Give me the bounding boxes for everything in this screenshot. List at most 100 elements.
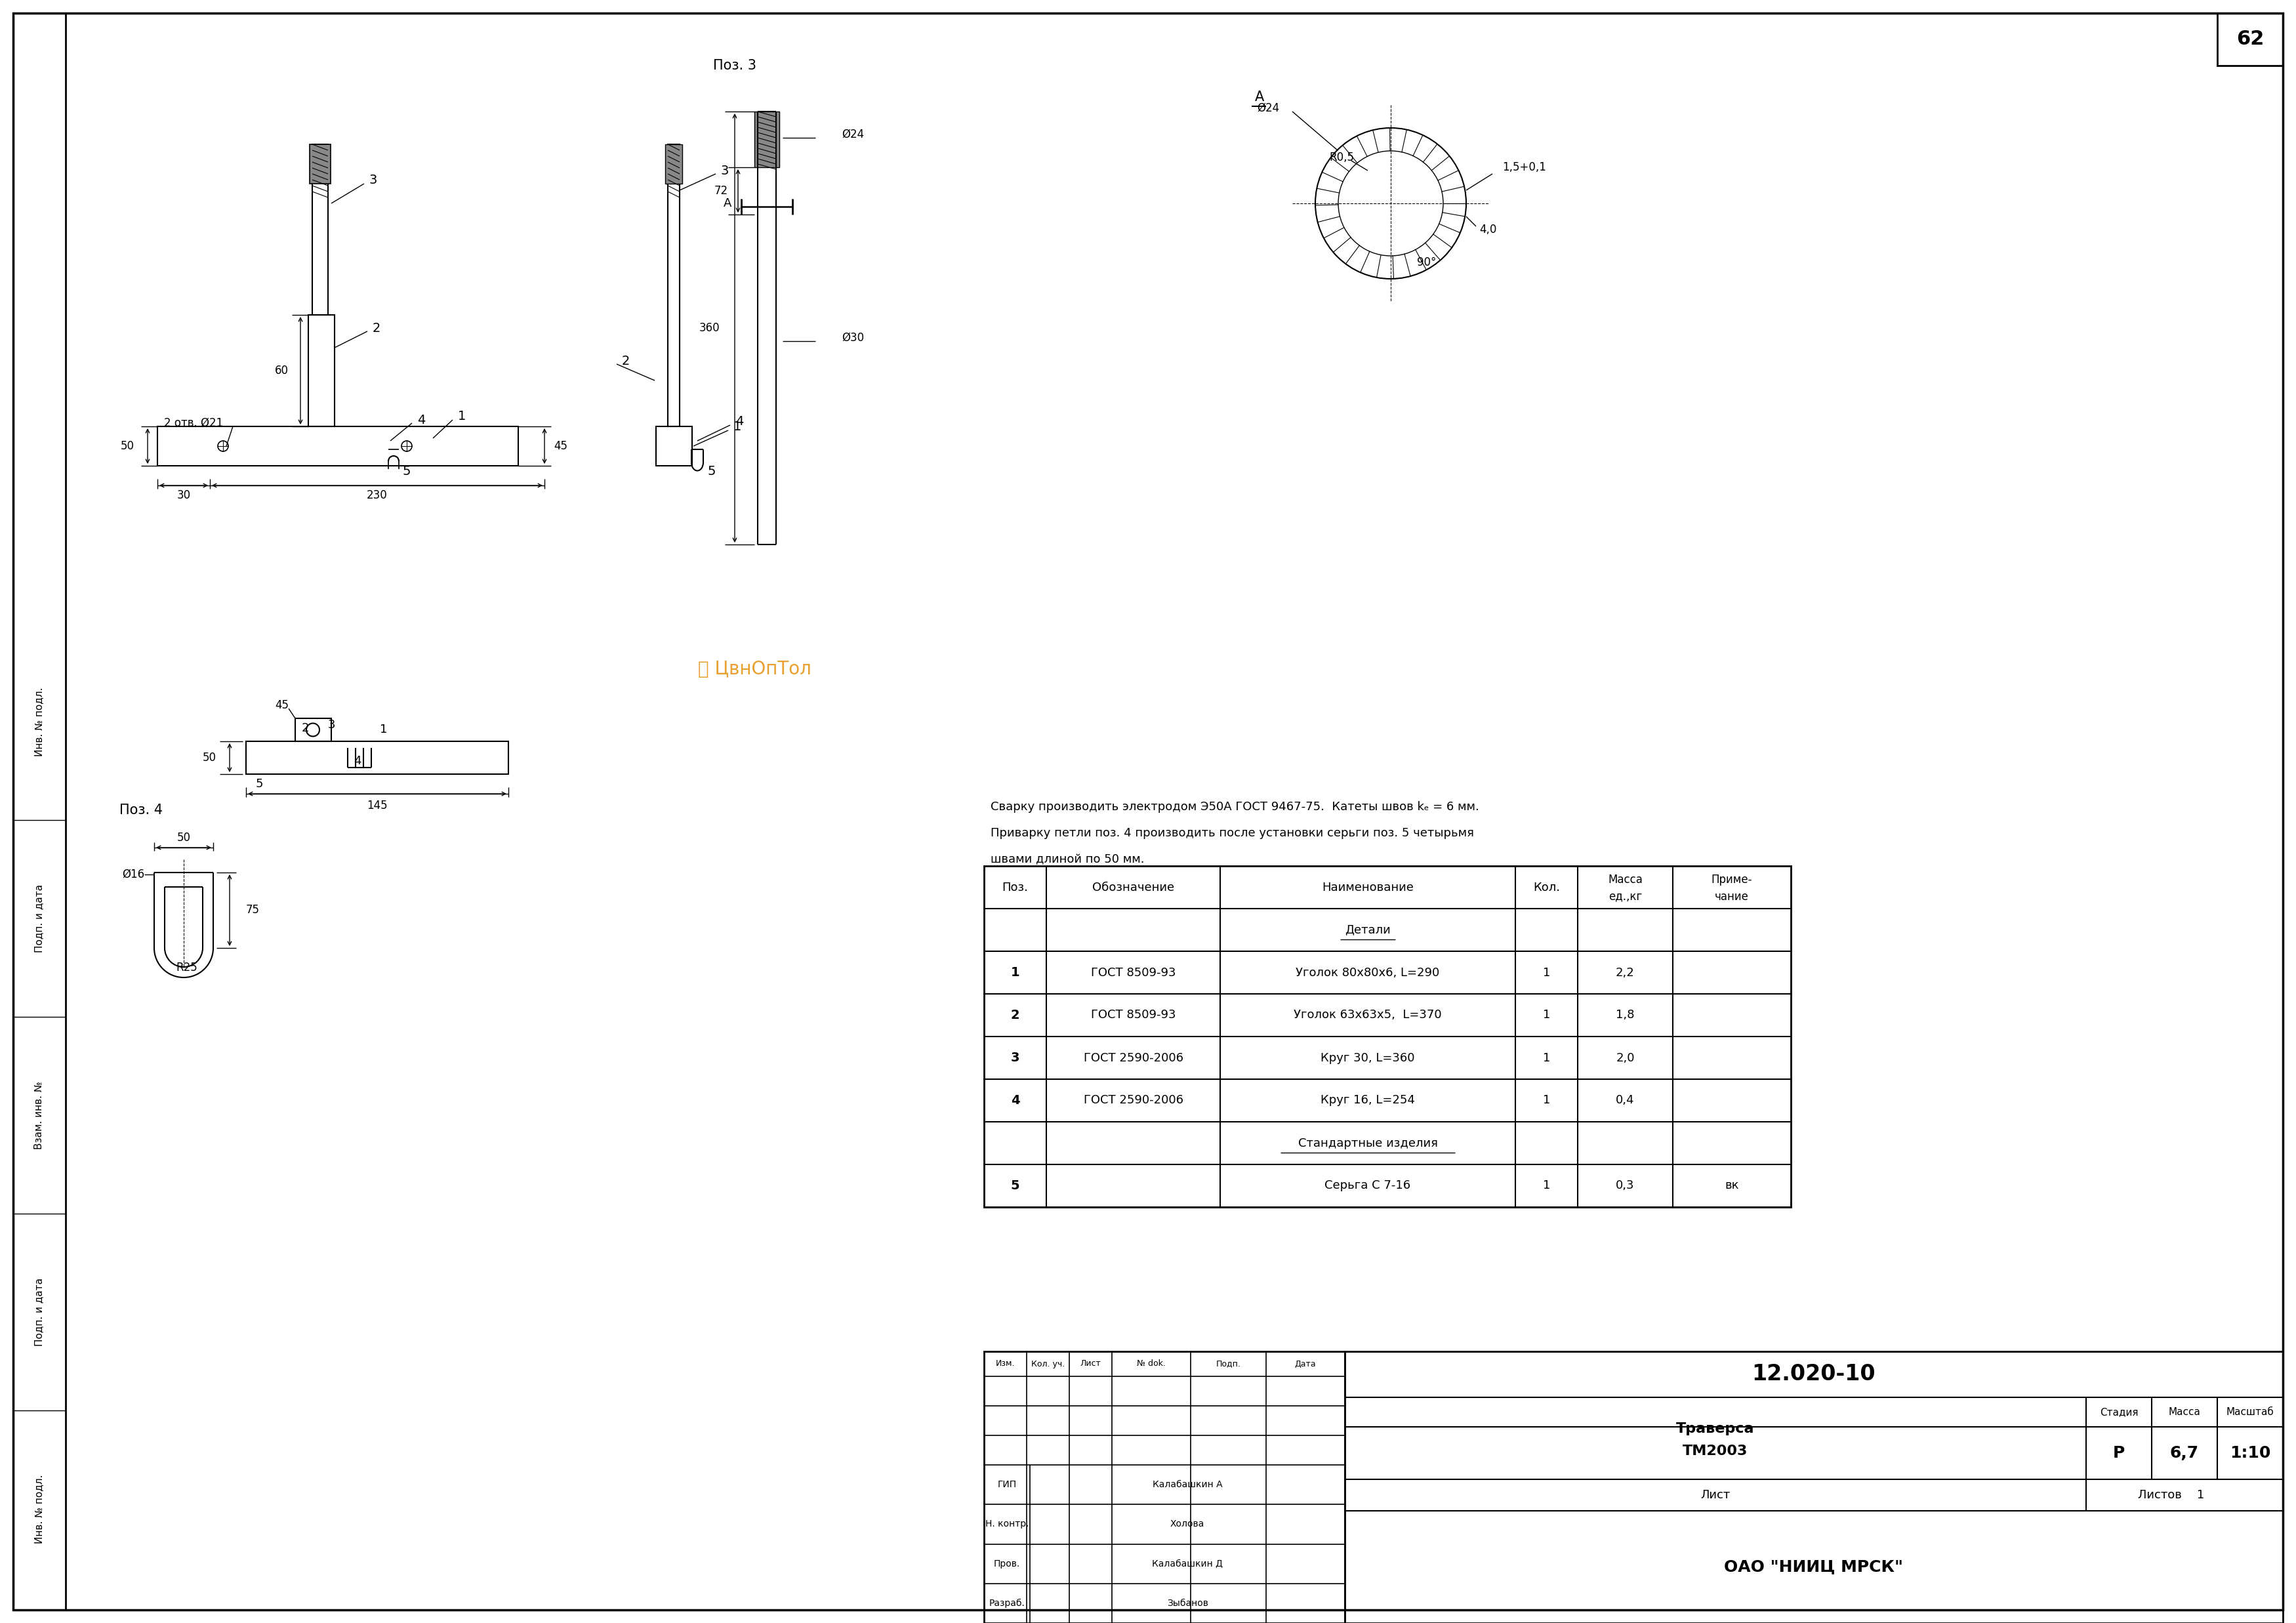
Text: Дата: Дата xyxy=(1295,1360,1316,1368)
Text: 30: 30 xyxy=(177,490,191,502)
Text: ОАО "НИИЦ МРСК": ОАО "НИИЦ МРСК" xyxy=(1724,1560,1903,1574)
Text: швами длиной по 50 мм.: швами длиной по 50 мм. xyxy=(990,854,1143,865)
Text: Сварку производить электродом Э50А ГОСТ 9467-75.  Катеты швов kₑ = 6 мм.: Сварку производить электродом Э50А ГОСТ … xyxy=(990,802,1479,813)
Text: Круг 16, L=254: Круг 16, L=254 xyxy=(1320,1094,1414,1107)
Text: 50: 50 xyxy=(177,833,191,844)
Text: 4: 4 xyxy=(418,414,425,427)
Text: R25: R25 xyxy=(177,962,197,974)
Text: Приварку петли поз. 4 производить после установки серьги поз. 5 четырьмя: Приварку петли поз. 4 производить после … xyxy=(990,828,1474,839)
Text: Зыбанов: Зыбанов xyxy=(1166,1599,1208,1608)
Text: Инв. № подл.: Инв. № подл. xyxy=(34,687,44,756)
Text: 1,8: 1,8 xyxy=(1616,1010,1635,1021)
Text: 0,4: 0,4 xyxy=(1616,1094,1635,1107)
Text: 1: 1 xyxy=(1543,967,1550,979)
Text: Подп.: Подп. xyxy=(1217,1360,1240,1368)
Text: 1,5+0,1: 1,5+0,1 xyxy=(1502,161,1545,174)
Text: 4: 4 xyxy=(1010,1094,1019,1107)
Text: 4,0: 4,0 xyxy=(1479,224,1497,235)
Text: 62: 62 xyxy=(2236,29,2264,49)
Bar xyxy=(296,719,331,742)
Text: 72: 72 xyxy=(714,185,728,196)
Text: 45: 45 xyxy=(276,700,289,711)
Text: Масса: Масса xyxy=(2167,1407,2200,1417)
Text: ГОСТ 8509-93: ГОСТ 8509-93 xyxy=(1091,1010,1176,1021)
Text: А: А xyxy=(1256,91,1265,104)
Text: Подп. и дата: Подп. и дата xyxy=(34,885,44,953)
Text: 2: 2 xyxy=(301,722,308,734)
Bar xyxy=(2218,13,2282,65)
Text: 75: 75 xyxy=(246,904,259,915)
Text: 60: 60 xyxy=(276,365,289,377)
Text: Ø24: Ø24 xyxy=(1256,102,1279,114)
Text: Приме-: Приме- xyxy=(1711,873,1752,885)
Text: Листов    1: Листов 1 xyxy=(2138,1490,2204,1501)
Text: 4: 4 xyxy=(354,755,360,768)
Text: ГОСТ 8509-93: ГОСТ 8509-93 xyxy=(1091,967,1176,979)
Text: Поз.: Поз. xyxy=(1001,881,1029,893)
Text: Р: Р xyxy=(2112,1444,2124,1461)
Text: 1: 1 xyxy=(1010,966,1019,979)
Text: 1:10: 1:10 xyxy=(2229,1444,2271,1461)
Text: Круг 30, L=360: Круг 30, L=360 xyxy=(1320,1052,1414,1063)
Text: 6,7: 6,7 xyxy=(2170,1444,2200,1461)
Text: 230: 230 xyxy=(367,490,388,502)
Text: 5: 5 xyxy=(707,464,716,477)
Text: Ø24: Ø24 xyxy=(843,128,863,140)
Text: 2: 2 xyxy=(372,321,381,334)
Text: Обозначение: Обозначение xyxy=(1093,881,1173,893)
Text: 45: 45 xyxy=(553,440,567,451)
Text: Поз. 3: Поз. 3 xyxy=(714,58,755,71)
Text: Серьга С 7-16: Серьга С 7-16 xyxy=(1325,1180,1410,1191)
Text: 2,0: 2,0 xyxy=(1616,1052,1635,1063)
Text: 360: 360 xyxy=(698,321,719,334)
Text: 90°: 90° xyxy=(1417,256,1437,268)
Bar xyxy=(308,315,335,427)
Text: 5: 5 xyxy=(255,777,262,790)
Text: Кол.: Кол. xyxy=(1534,881,1559,893)
Text: 0,3: 0,3 xyxy=(1616,1180,1635,1191)
Text: 12.020-10: 12.020-10 xyxy=(1752,1363,1876,1384)
Text: Ø30: Ø30 xyxy=(843,333,863,344)
Text: 50: 50 xyxy=(202,751,216,763)
Text: Изм.: Изм. xyxy=(996,1360,1015,1368)
Text: 3: 3 xyxy=(1010,1052,1019,1065)
Text: 1: 1 xyxy=(457,411,466,424)
Text: 50: 50 xyxy=(122,440,135,451)
Bar xyxy=(985,867,1791,1208)
Bar xyxy=(310,144,331,183)
Text: Масштаб: Масштаб xyxy=(2227,1407,2273,1417)
Text: Кол. уч.: Кол. уч. xyxy=(1031,1360,1065,1368)
Text: Калабашкин Д: Калабашкин Д xyxy=(1153,1560,1224,1568)
Text: ед.,кг: ед.,кг xyxy=(1609,891,1642,902)
Text: 5: 5 xyxy=(402,464,411,477)
Text: 2,2: 2,2 xyxy=(1616,967,1635,979)
Bar xyxy=(657,427,691,466)
Text: 3: 3 xyxy=(328,719,335,730)
Text: Поз. 4: Поз. 4 xyxy=(119,803,163,816)
Text: 1: 1 xyxy=(1543,1052,1550,1063)
Text: ГОСТ 2590-2006: ГОСТ 2590-2006 xyxy=(1084,1052,1182,1063)
Text: 1: 1 xyxy=(1543,1180,1550,1191)
Text: R0,5: R0,5 xyxy=(1329,151,1355,164)
Text: 3: 3 xyxy=(721,164,728,177)
Text: Ø16: Ø16 xyxy=(122,868,145,880)
Text: вк: вк xyxy=(1724,1180,1738,1191)
Bar xyxy=(985,1352,2282,1623)
Text: 3: 3 xyxy=(370,174,377,187)
Text: Стандартные изделия: Стандартные изделия xyxy=(1297,1138,1437,1149)
Text: Инв. № подл.: Инв. № подл. xyxy=(34,1474,44,1543)
Text: ГОСТ 2590-2006: ГОСТ 2590-2006 xyxy=(1084,1094,1182,1107)
Text: 2 отв. Ø21: 2 отв. Ø21 xyxy=(163,417,223,428)
Text: ТМ2003: ТМ2003 xyxy=(1683,1444,1747,1457)
Text: Подп. и дата: Подп. и дата xyxy=(34,1277,44,1345)
Text: 145: 145 xyxy=(367,800,388,812)
Text: Пров.: Пров. xyxy=(994,1560,1019,1568)
Text: А: А xyxy=(723,198,732,209)
Bar xyxy=(755,112,778,167)
Text: Разраб.: Разраб. xyxy=(990,1599,1024,1608)
Text: Лист: Лист xyxy=(1079,1360,1102,1368)
Text: чание: чание xyxy=(1715,891,1750,902)
Text: 1: 1 xyxy=(1543,1094,1550,1107)
Text: ГИП: ГИП xyxy=(996,1480,1017,1490)
Text: № dok.: № dok. xyxy=(1137,1360,1166,1368)
